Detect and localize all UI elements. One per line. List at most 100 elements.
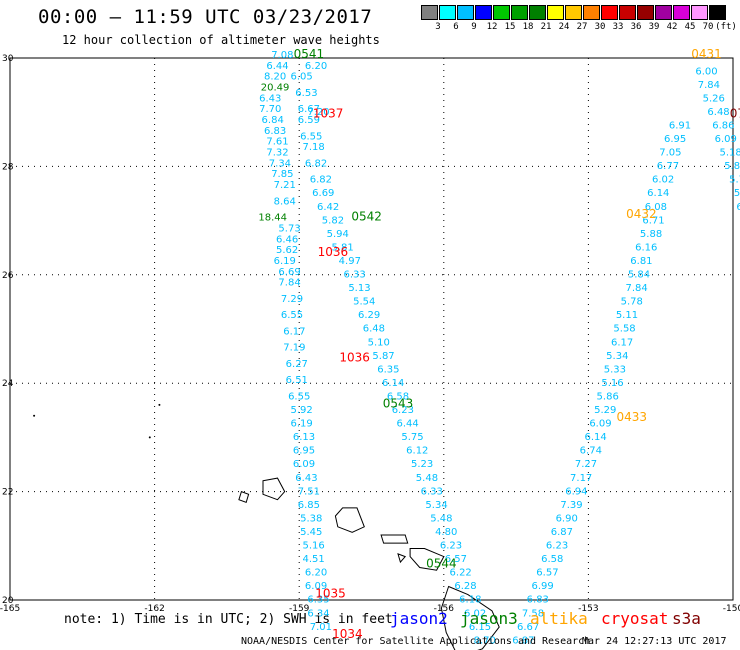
wave-height-value: 6.91 xyxy=(669,120,691,131)
legend-swatch xyxy=(421,5,438,20)
satellite-altika: altika xyxy=(530,609,588,628)
wave-height-value: 5.88 xyxy=(640,229,662,240)
pass-time-label: 1036 xyxy=(339,351,370,365)
wave-height-value: 18.44 xyxy=(258,213,287,224)
wave-height-value: 6.23 xyxy=(440,541,462,552)
wave-height-value: 6.12 xyxy=(406,446,428,457)
island-outline xyxy=(238,490,250,504)
wave-height-value: 6.51 xyxy=(286,375,308,386)
wave-height-value: 6.55 xyxy=(281,310,303,321)
wave-height-value: 8.70 xyxy=(474,635,496,646)
wave-height-value: 6.23 xyxy=(546,541,568,552)
wave-height-value: 6.81 xyxy=(630,256,652,267)
wave-height-value: 7.18 xyxy=(303,142,325,153)
wave-height-value: 6.71 xyxy=(642,215,664,226)
pass-time-label: 0542 xyxy=(351,210,382,224)
lat-tick-label: 26 xyxy=(2,271,14,281)
wave-height-value: 6.04 xyxy=(736,202,740,213)
page-title: 00:00 – 11:59 UTC 03/23/2017 xyxy=(38,6,373,28)
wave-height-value: 6.94 xyxy=(565,486,587,497)
wave-height-value: 6.67 xyxy=(298,104,320,115)
wave-height-value: 5.48 xyxy=(430,513,452,524)
legend-label: 70 xyxy=(702,22,714,32)
legend-label: 45 xyxy=(684,22,696,32)
legend-label: 36 xyxy=(630,22,642,32)
wave-height-value: 6.53 xyxy=(295,88,317,99)
wave-height-value: 6.86 xyxy=(712,120,734,131)
wave-height-value: 7.58 xyxy=(522,608,544,619)
legend-swatch xyxy=(583,5,600,20)
pass-time-label: 1035 xyxy=(315,586,346,600)
wave-height-value: 7.84 xyxy=(698,80,720,91)
pass-time-label: 0432 xyxy=(626,207,657,221)
wave-height-value: 5.87 xyxy=(372,351,394,362)
wave-height-value: 7.85 xyxy=(271,169,293,180)
pass-time-label: 0543 xyxy=(383,397,414,411)
wave-height-value: 5.73 xyxy=(278,223,300,234)
legend-label: 6 xyxy=(453,22,459,32)
note-text: note: 1) Time is in UTC; 2) SWH is in fe… xyxy=(64,612,393,627)
legend-swatch xyxy=(439,5,456,20)
wave-height-value: 5.84 xyxy=(724,161,740,172)
lat-tick-label: 24 xyxy=(2,379,14,389)
island-outline xyxy=(440,585,500,650)
legend-swatch xyxy=(655,5,672,20)
wave-height-value: 7.21 xyxy=(274,180,296,191)
wave-height-value: 5.33 xyxy=(604,364,626,375)
wave-height-value: 5.48 xyxy=(416,473,438,484)
wave-height-value: 5.10 xyxy=(368,337,390,348)
wave-height-value: 6.14 xyxy=(584,432,606,443)
wave-height-value: 6.02 xyxy=(464,608,486,619)
wave-height-value: 7.51 xyxy=(298,486,320,497)
legend-swatch xyxy=(529,5,546,20)
wave-height-value: 7.39 xyxy=(560,500,582,511)
wave-height-value: 6.09 xyxy=(293,459,315,470)
legend-swatch xyxy=(457,5,474,20)
island-outline xyxy=(334,507,365,533)
satellite-jason3: jason3 xyxy=(460,609,518,628)
legend-swatch xyxy=(475,5,492,20)
wave-height-value: 6.58 xyxy=(541,554,563,565)
wave-height-value: 6.44 xyxy=(266,61,288,72)
wave-height-value: 6.85 xyxy=(298,500,320,511)
legend-swatch xyxy=(565,5,582,20)
wave-height-value: 7.20 xyxy=(307,107,329,118)
wave-height-value: 7.34 xyxy=(269,158,291,169)
legend-label: 33 xyxy=(612,22,624,32)
island-dot xyxy=(148,436,151,439)
wave-height-value: 6.48 xyxy=(363,324,385,335)
wave-height-value: 6.34 xyxy=(307,608,329,619)
wave-height-value: 5.77 xyxy=(729,175,740,186)
wave-height-value: 6.59 xyxy=(507,649,529,650)
legend-label: 12 xyxy=(486,22,498,32)
wave-height-value: 7.70 xyxy=(259,104,281,115)
legend-swatch xyxy=(691,5,708,20)
legend-label: 27 xyxy=(576,22,588,32)
legend-swatch xyxy=(511,5,528,20)
satellite-cryosat: cryosat xyxy=(601,609,669,628)
wave-height-value: 6.42 xyxy=(317,202,339,213)
wave-height-value: 7.19 xyxy=(283,343,305,354)
wave-height-value: 7.32 xyxy=(266,148,288,159)
lon-tick-label: -159 xyxy=(289,604,310,614)
legend-swatch xyxy=(709,5,726,20)
footer-credit: NOAA/NESDIS Center for Satellite Applica… xyxy=(241,636,591,647)
wave-height-value: 6.15 xyxy=(469,622,491,633)
legend-swatch xyxy=(493,5,510,20)
wave-height-value: 5.82 xyxy=(322,215,344,226)
wave-height-value: 8.64 xyxy=(274,196,296,207)
wave-height-value: 6.59 xyxy=(298,115,320,126)
wave-height-value: 6.14 xyxy=(647,188,669,199)
wave-height-value: 6.83 xyxy=(527,595,549,606)
wave-height-value: 5.23 xyxy=(411,459,433,470)
wave-height-value: 6.33 xyxy=(421,486,443,497)
wave-height-value: 6.43 xyxy=(295,473,317,484)
wave-height-value: 5.78 xyxy=(621,297,643,308)
pass-time-label: 1036 xyxy=(318,245,349,259)
wave-height-value: 6.18 xyxy=(459,595,481,606)
lon-tick-label: -150 xyxy=(723,604,740,614)
lon-tick-label: -165 xyxy=(0,604,20,614)
wave-height-value: 5.26 xyxy=(703,93,725,104)
wave-height-value: 6.22 xyxy=(450,568,472,579)
wave-height-value: 6.95 xyxy=(293,446,315,457)
